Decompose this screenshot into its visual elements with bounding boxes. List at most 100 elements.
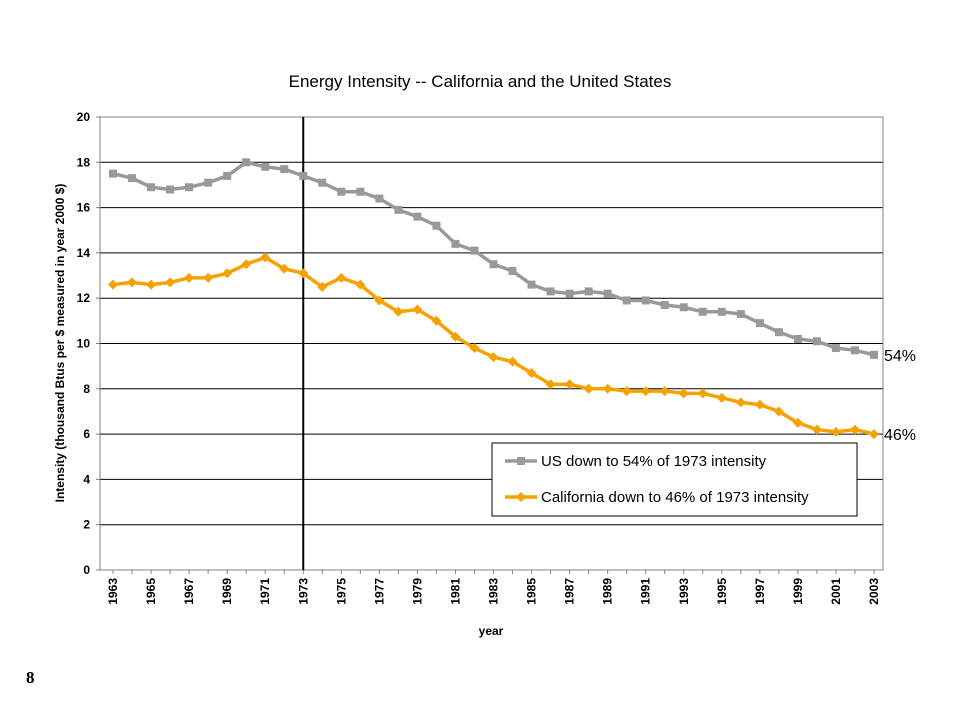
data-point [812, 425, 822, 435]
page-number: 8 [26, 668, 35, 688]
chart-title: Energy Intensity -- California and the U… [289, 72, 672, 91]
data-point [679, 388, 689, 398]
data-point [299, 172, 307, 180]
series-us [109, 158, 878, 359]
x-tick-label: 1971 [258, 578, 272, 605]
data-point [623, 296, 631, 304]
data-point [604, 290, 612, 298]
data-point [375, 195, 383, 203]
data-point [108, 280, 118, 290]
x-tick-label: 1999 [791, 578, 805, 605]
data-point [509, 267, 517, 275]
data-point [870, 351, 878, 359]
data-point [146, 280, 156, 290]
x-tick-label: 1969 [220, 578, 234, 605]
x-tick-label: 1993 [677, 578, 691, 605]
y-tick-label: 6 [83, 427, 90, 441]
y-tick-label: 10 [77, 337, 91, 351]
data-point [832, 344, 840, 352]
x-tick-label: 1981 [448, 578, 462, 605]
x-tick-label: 1995 [715, 578, 729, 605]
x-tick-label: 1979 [410, 578, 424, 605]
data-point [565, 379, 575, 389]
data-point [451, 240, 459, 248]
data-point [850, 425, 860, 435]
end-annotation: 46% [884, 427, 916, 444]
x-tick-label: 1967 [182, 578, 196, 605]
data-point [851, 346, 859, 354]
y-tick-label: 16 [77, 201, 91, 215]
x-tick-label: 1973 [296, 578, 310, 605]
data-point [585, 287, 593, 295]
data-point [432, 222, 440, 230]
data-point [128, 174, 136, 182]
data-point [394, 206, 402, 214]
y-axis-ticks: 0 2 4 6 8 10 12 14 16 18 20 [77, 110, 100, 577]
y-tick-label: 8 [83, 382, 90, 396]
data-point [641, 386, 651, 396]
legend-label: US down to 54% of 1973 intensity [541, 453, 767, 470]
x-axis-ticks: 1963 1965 1967 1969 1971 1973 1975 1977 1979 1981… [106, 570, 881, 605]
data-point [280, 165, 288, 173]
data-point [603, 384, 613, 394]
legend: US down to 54% of 1973 intensity Californ… [492, 443, 857, 516]
data-point [680, 303, 688, 311]
x-tick-label: 1977 [372, 578, 386, 605]
data-point [318, 179, 326, 187]
x-tick-label: 1987 [563, 578, 577, 605]
data-point [755, 400, 765, 410]
data-point [717, 393, 727, 403]
data-point [204, 179, 212, 187]
y-tick-label: 2 [83, 518, 90, 532]
y-tick-label: 0 [83, 563, 90, 577]
data-point [775, 328, 783, 336]
data-point [203, 273, 213, 283]
x-tick-label: 1989 [601, 578, 615, 605]
data-point [147, 183, 155, 191]
data-point [660, 386, 670, 396]
data-point [166, 185, 174, 193]
data-point [261, 163, 269, 171]
data-point [185, 183, 193, 191]
data-point [528, 281, 536, 289]
data-point [109, 170, 117, 178]
series-california [108, 252, 879, 439]
end-annotation: 54% [884, 348, 916, 365]
data-point [547, 287, 555, 295]
data-point [869, 429, 879, 439]
y-tick-label: 20 [77, 110, 91, 124]
data-point [223, 172, 231, 180]
data-point [566, 290, 574, 298]
data-point [737, 310, 745, 318]
x-axis-label: year [479, 624, 504, 638]
y-tick-label: 4 [83, 472, 90, 486]
x-tick-label: 1963 [106, 578, 120, 605]
data-point [184, 273, 194, 283]
x-tick-label: 1985 [525, 578, 539, 605]
data-point [127, 277, 137, 287]
data-point [584, 384, 594, 394]
data-point [490, 260, 498, 268]
data-point [622, 386, 632, 396]
data-point [699, 308, 707, 316]
data-point [794, 335, 802, 343]
data-point [356, 188, 364, 196]
x-tick-label: 2003 [867, 578, 881, 605]
x-tick-label: 1975 [334, 578, 348, 605]
energy-intensity-chart: Energy Intensity -- California and the U… [0, 0, 960, 720]
x-tick-label: 1997 [753, 578, 767, 605]
data-point [661, 301, 669, 309]
data-point [642, 296, 650, 304]
x-tick-label: 1983 [487, 578, 501, 605]
x-tick-label: 2001 [829, 578, 843, 605]
data-point [413, 213, 421, 221]
data-point [718, 308, 726, 316]
legend-marker [517, 457, 525, 465]
data-point [470, 247, 478, 255]
x-tick-label: 1991 [639, 578, 653, 605]
legend-label: California down to 46% of 1973 intensity [541, 489, 809, 506]
y-tick-label: 14 [77, 246, 91, 260]
data-point [165, 277, 175, 287]
data-point [698, 388, 708, 398]
data-point [756, 319, 764, 327]
